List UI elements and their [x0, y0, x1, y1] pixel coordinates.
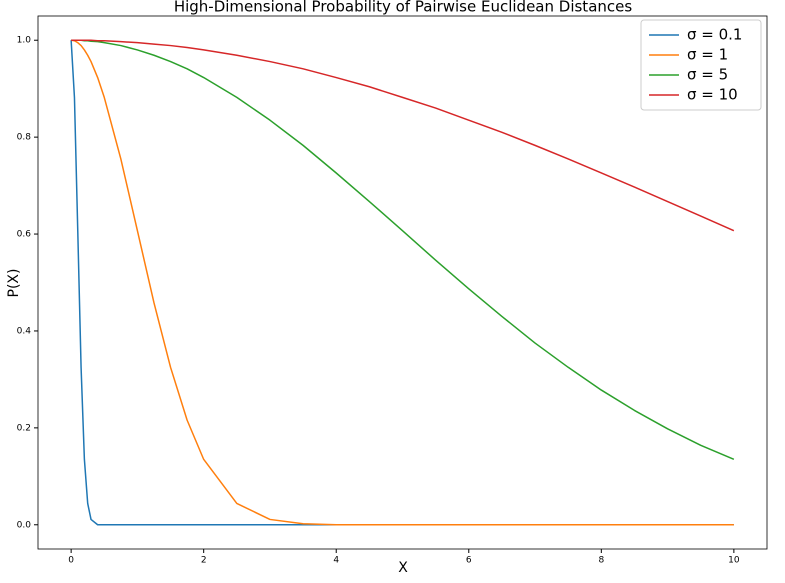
plot-frame [37, 15, 768, 550]
legend-label: σ = 0.1 [687, 26, 742, 44]
x-tick-label: 8 [598, 556, 604, 566]
y-tick-label: 1.0 [17, 36, 32, 46]
legend-label: σ = 1 [687, 46, 728, 64]
y-tick-label: 0.2 [17, 423, 31, 433]
x-tick-label: 0 [68, 556, 74, 566]
legend: σ = 0.1 σ = 1 σ = 5 σ = 10 [640, 19, 762, 111]
y-tick-label: 0.4 [17, 326, 32, 336]
x-tick-label: 4 [333, 556, 339, 566]
y-axis-label: P(X) [6, 269, 22, 298]
line-series [71, 39, 735, 232]
legend-box [640, 19, 762, 111]
x-tick-label: 2 [201, 556, 207, 566]
x-axis-label: X [398, 560, 408, 576]
legend-label: σ = 10 [687, 86, 738, 104]
legend-label: σ = 5 [687, 66, 728, 84]
y-tick-label: 0.8 [17, 133, 32, 143]
chart-title: High-Dimensional Probability of Pairwise… [174, 0, 633, 16]
y-tick-label: 0.0 [17, 520, 32, 530]
x-tick-label: 10 [728, 556, 740, 566]
x-tick-label: 6 [466, 556, 472, 566]
line-series [70, 40, 734, 526]
line-series [71, 39, 734, 526]
line-series [71, 39, 735, 461]
y-tick-label: 0.6 [17, 230, 32, 240]
